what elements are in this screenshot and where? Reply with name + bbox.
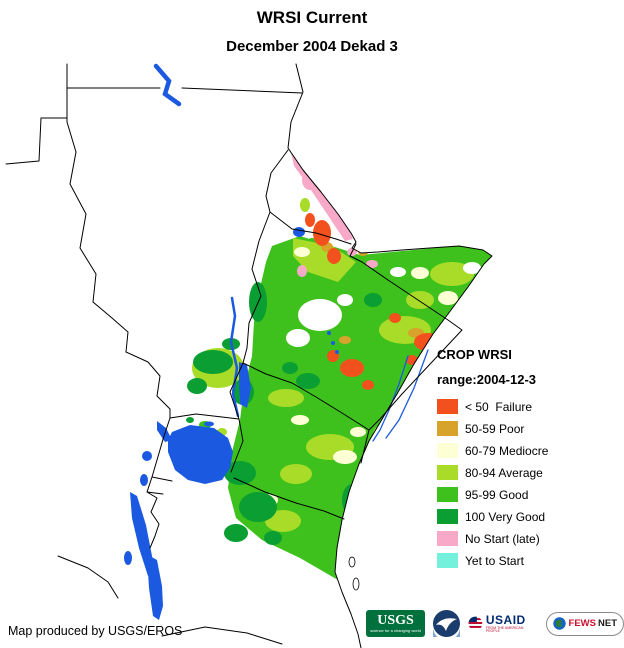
rift-lake	[331, 341, 335, 345]
island-zanzibar	[352, 577, 360, 591]
borders-southwest	[57, 555, 283, 645]
borders-sudan-egypt	[5, 63, 303, 419]
legend-label: 60-79 Mediocre	[465, 443, 549, 458]
legend-title: CROP WRSI	[437, 347, 512, 362]
usaid-logo-tagline: FROM THE AMERICAN PEOPLE	[485, 625, 524, 633]
legend-item-failure: < 50 Failure	[437, 399, 612, 414]
coastline	[287, 63, 493, 648]
legend-label: 95-99 Good	[465, 487, 529, 502]
agency-logos: USGS science for a changing world USAID	[366, 610, 624, 637]
usgs-logo: USGS science for a changing world	[366, 610, 426, 637]
legend-item-verygood: 100 Very Good	[437, 509, 612, 524]
fewsnet-globe-icon	[552, 617, 566, 630]
lake-turkana	[239, 362, 251, 408]
legend-label: 100 Very Good	[465, 509, 546, 524]
legend-item-yettostart: Yet to Start	[437, 553, 612, 568]
rift-lake	[335, 350, 339, 354]
usgs-logo-tagline: science for a changing world	[370, 628, 421, 633]
fewsnet-logo: FEWS NET	[545, 611, 624, 636]
legend-label: No Start (late)	[465, 531, 540, 546]
lake-tanganyika	[130, 492, 156, 578]
legend-item-average: 80-94 Average	[437, 465, 612, 480]
noaa-logo-icon	[433, 610, 461, 637]
borders-layer	[5, 63, 493, 648]
rift-lake	[327, 331, 331, 335]
lake-victoria	[168, 425, 233, 484]
lake-rukwa	[124, 551, 132, 565]
legend-swatch-poor	[437, 421, 458, 436]
legend-label: 50-59 Poor	[465, 421, 525, 436]
lake-edward	[142, 451, 152, 461]
legend-label: < 50 Failure	[465, 399, 533, 414]
usaid-logo: USAID FROM THE AMERICAN PEOPLE	[468, 614, 537, 634]
map-credit: Map produced by USGS/EROS	[8, 624, 183, 638]
legend-swatch-good	[437, 487, 458, 502]
page-title: WRSI Current	[256, 8, 368, 27]
legend-swatch-mediocre	[437, 443, 458, 458]
lake-tana	[293, 227, 305, 237]
white-nile-river	[229, 296, 240, 418]
usgs-logo-text: USGS	[377, 613, 414, 628]
page-subtitle: December 2004 Dekad 3	[226, 38, 398, 55]
nile-egypt-river	[153, 63, 182, 107]
legend-item-nostart: No Start (late)	[437, 531, 612, 546]
legend-item-good: 95-99 Good	[437, 487, 612, 502]
legend-swatch-failure	[437, 399, 458, 414]
water-layer	[124, 63, 429, 620]
lake-malawi	[148, 556, 163, 620]
legend-range: range:2004-12-3	[437, 372, 536, 387]
fewsnet-logo-text-net: NET	[598, 617, 617, 629]
legend: CROP WRSI range:2004-12-3 < 50 Failure 5…	[437, 347, 612, 575]
shabelle-river	[385, 349, 429, 439]
legend-swatch-yettostart	[437, 553, 458, 568]
lake-albert	[157, 421, 172, 442]
borders-uganda-tanzania	[146, 413, 345, 549]
legend-swatch-average	[437, 465, 458, 480]
borders-eritrea-ethiopia	[242, 149, 363, 364]
fewsnet-logo-text-fews: FEWS	[568, 617, 596, 629]
island-pemba	[348, 556, 356, 568]
legend-label: Yet to Start	[465, 553, 524, 568]
borders-somalia-kenya	[229, 261, 463, 464]
usaid-emblem-icon	[468, 616, 483, 631]
legend-swatch-verygood	[437, 509, 458, 524]
usaid-logo-text: USAID	[485, 612, 526, 627]
legend-label: 80-94 Average	[465, 465, 543, 480]
legend-item-mediocre: 60-79 Mediocre	[437, 443, 612, 458]
lake-kivu	[140, 474, 148, 486]
legend-swatch-nostart	[437, 531, 458, 546]
juba-river	[372, 355, 409, 442]
lake-kyoga	[204, 421, 214, 427]
legend-item-poor: 50-59 Poor	[437, 421, 612, 436]
